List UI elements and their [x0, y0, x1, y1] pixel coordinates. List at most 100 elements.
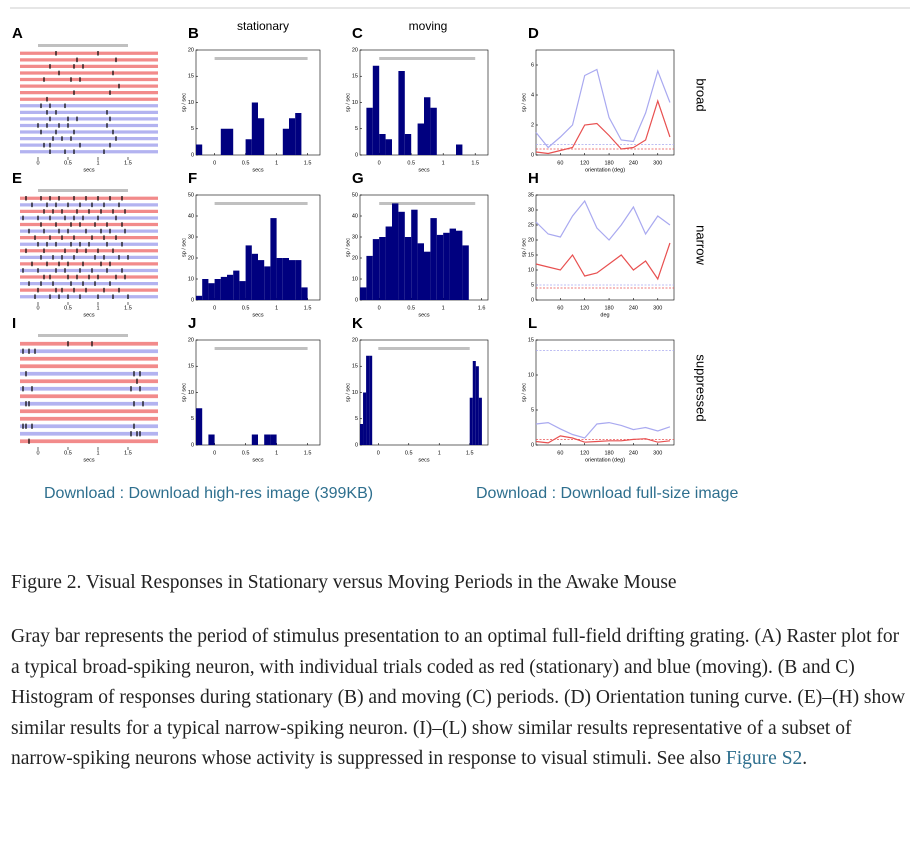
- x-tick-label: 0: [36, 305, 39, 311]
- plot-frame: [195, 339, 321, 446]
- x-tick-label: 0.5: [242, 450, 250, 456]
- bar: [227, 274, 234, 300]
- y-tick-label: 15: [352, 364, 358, 370]
- y-tick-label: 15: [528, 252, 534, 258]
- x-tick-label: 0: [213, 160, 216, 166]
- x-tick-label: 120: [580, 160, 589, 166]
- caption-end: .: [802, 748, 808, 769]
- x-tick-label: 300: [653, 305, 662, 311]
- stimulus-bar: [38, 44, 128, 47]
- y-axis-label: sp / sec: [181, 93, 187, 112]
- bar: [366, 107, 373, 155]
- x-tick-label: 1: [275, 450, 278, 456]
- download-link[interactable]: Download : Download high-res image (399K…: [44, 485, 374, 502]
- panel-letter: K: [352, 315, 363, 332]
- x-tick-label: 240: [629, 160, 638, 166]
- bar: [404, 237, 412, 300]
- x-tick-label: 0.5: [64, 305, 72, 311]
- panel-letter: B: [188, 25, 199, 42]
- tuning-curve: [535, 199, 671, 241]
- panel-letter: F: [188, 170, 197, 187]
- x-tick-label: 180: [604, 160, 613, 166]
- bar: [392, 203, 399, 300]
- y-tick-label: 0: [191, 297, 194, 303]
- x-tick-label: 300: [653, 450, 662, 456]
- panel-letter: J: [188, 315, 196, 332]
- panel-letter: D: [528, 25, 539, 42]
- bar: [251, 253, 258, 300]
- bar: [289, 260, 296, 300]
- y-tick-label: 10: [352, 390, 358, 396]
- x-tick-label: 1: [96, 305, 99, 311]
- bar: [360, 287, 367, 300]
- y-tick-label: 0: [355, 152, 358, 158]
- bar: [258, 260, 265, 300]
- bar: [369, 355, 373, 445]
- download-link[interactable]: Download : Download full-size image: [476, 485, 739, 502]
- caption-body: Gray bar represents the period of stimul…: [11, 622, 906, 775]
- x-tick-label: 0: [213, 305, 216, 311]
- row-label: suppressed: [694, 354, 709, 421]
- y-tick-label: 0: [355, 297, 358, 303]
- x-tick-label: 0.5: [405, 450, 413, 456]
- bar: [411, 209, 418, 300]
- x-tick-label: 240: [629, 450, 638, 456]
- y-tick-label: 15: [352, 74, 358, 80]
- x-tick-label: 1.5: [471, 160, 479, 166]
- y-tick-label: 20: [188, 255, 194, 261]
- bar: [449, 228, 456, 300]
- tuning-curve: [535, 421, 671, 439]
- bar: [202, 279, 209, 300]
- panel-letter: C: [352, 25, 363, 42]
- y-tick-label: 0: [531, 442, 534, 448]
- bar: [282, 258, 289, 300]
- stimulus-bar: [38, 189, 128, 192]
- y-tick-label: 35: [528, 192, 534, 198]
- y-axis-label: sp / sec: [345, 383, 351, 402]
- bar: [417, 123, 424, 155]
- bar: [245, 139, 252, 155]
- x-tick-label: 1: [438, 450, 441, 456]
- bar: [472, 361, 476, 445]
- y-tick-label: 15: [188, 364, 194, 370]
- y-tick-label: 25: [528, 222, 534, 228]
- x-tick-label: 60: [557, 450, 563, 456]
- x-axis-label: secs: [83, 312, 95, 318]
- figure-link[interactable]: Figure S2: [725, 748, 803, 769]
- y-tick-label: 30: [188, 234, 194, 240]
- x-axis-label: orientation (deg): [585, 457, 625, 463]
- bar: [227, 128, 234, 155]
- y-axis-label: sp / sec: [181, 238, 187, 257]
- tuning-curve: [535, 435, 671, 444]
- x-tick-label: 120: [580, 305, 589, 311]
- bar: [462, 245, 469, 300]
- bar: [372, 65, 380, 155]
- x-tick-label: 1: [96, 450, 99, 456]
- bar: [363, 392, 367, 445]
- bar: [208, 283, 215, 300]
- x-tick-label: 0.5: [242, 160, 250, 166]
- y-tick-label: 5: [191, 416, 194, 422]
- y-tick-label: 30: [352, 234, 358, 240]
- panel-letter: G: [352, 170, 364, 187]
- bar: [456, 230, 463, 300]
- x-tick-label: 1: [442, 305, 445, 311]
- bar: [245, 245, 252, 300]
- y-tick-label: 30: [528, 207, 534, 213]
- x-tick-label: 1.6: [478, 305, 486, 311]
- x-tick-label: 0: [36, 450, 39, 456]
- stimulus-bar: [214, 202, 308, 205]
- row-label: narrow: [694, 225, 709, 265]
- x-axis-label: secs: [83, 457, 95, 463]
- x-axis-label: secs: [83, 167, 95, 173]
- tuning-curve: [535, 99, 671, 155]
- column-header: moving: [409, 19, 448, 33]
- bar: [220, 276, 227, 300]
- x-axis-label: orientation (deg): [585, 167, 625, 173]
- bar: [270, 434, 277, 445]
- y-axis-label: sp / sec: [181, 383, 187, 402]
- y-tick-label: 10: [188, 100, 194, 106]
- panel-letter: I: [12, 315, 16, 332]
- bar: [424, 97, 431, 155]
